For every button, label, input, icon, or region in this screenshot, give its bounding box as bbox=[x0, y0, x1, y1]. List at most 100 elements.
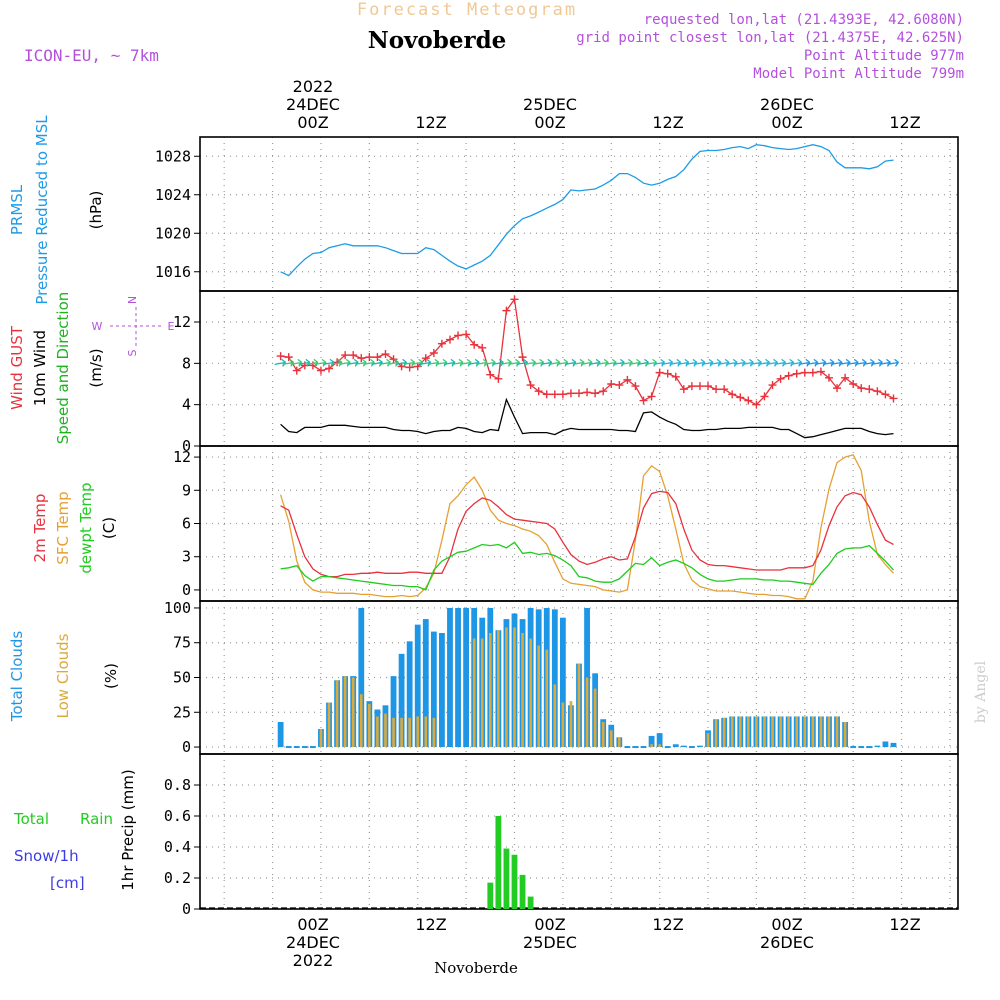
hour-label-top-0: 00Z bbox=[297, 113, 328, 132]
total-cloud-bar bbox=[358, 607, 365, 748]
wind-label: 10m Wind bbox=[31, 330, 49, 406]
total-cloud-bar bbox=[422, 619, 429, 748]
location-title: Novoberde bbox=[368, 27, 507, 54]
total-label: Total bbox=[13, 810, 49, 828]
gust-marker bbox=[389, 355, 398, 364]
gust-marker bbox=[454, 331, 463, 340]
total-cloud-bar bbox=[624, 746, 631, 749]
gust-marker bbox=[841, 373, 850, 382]
gust-marker bbox=[655, 368, 664, 377]
gust-marker bbox=[792, 369, 801, 378]
gust-marker bbox=[615, 381, 624, 390]
wind-compass: N W E S bbox=[92, 296, 175, 357]
gust-marker bbox=[421, 354, 430, 363]
gust-marker bbox=[631, 382, 640, 391]
low-cloud-bar bbox=[755, 716, 758, 748]
credit-watermark: by Angel bbox=[973, 660, 989, 723]
low-cloud-bar bbox=[730, 716, 734, 748]
gust-marker bbox=[768, 381, 777, 390]
hour-label-top-12: 12Z bbox=[415, 113, 446, 132]
hour-label-bottom-0: 00Z bbox=[297, 915, 328, 934]
clouds-ytick-label: 25 bbox=[173, 703, 191, 721]
low-cloud-bar bbox=[779, 716, 782, 748]
pressure-line bbox=[280, 144, 894, 277]
hour-label-bottom-60: 12Z bbox=[889, 915, 920, 934]
low-cloud-bar bbox=[368, 703, 371, 748]
sfc-temp-line bbox=[279, 454, 894, 600]
precipitation-frame bbox=[199, 753, 959, 910]
gust-marker bbox=[712, 385, 721, 394]
low-cloud-bar bbox=[771, 716, 774, 748]
low-cloud-bar bbox=[529, 638, 532, 748]
top-time-axis: 2022 24DEC 25DEC 26DEC 00Z 12Z 00Z 12Z 0… bbox=[286, 77, 921, 132]
rain-bar bbox=[527, 896, 534, 909]
low-cloud-bar bbox=[569, 701, 573, 748]
low-cloud-bar bbox=[827, 716, 831, 748]
pressure-ytick-label: 1028 bbox=[155, 147, 191, 165]
total-cloud-bar bbox=[656, 733, 663, 748]
gust-marker bbox=[623, 375, 632, 384]
total-cloud-bar bbox=[672, 744, 679, 748]
gust-marker bbox=[833, 384, 842, 393]
low-cloud-bar bbox=[835, 716, 839, 748]
total-cloud-bar bbox=[285, 746, 292, 749]
gust-marker bbox=[728, 390, 737, 399]
low-cloud-bar bbox=[577, 663, 581, 748]
total-cloud-bar bbox=[455, 607, 461, 748]
hour-label-bottom-12: 12Z bbox=[415, 915, 446, 934]
gust-marker bbox=[744, 396, 753, 405]
total-cloud-bar bbox=[640, 746, 647, 749]
low-cloud-bar bbox=[319, 728, 323, 748]
gust-marker bbox=[639, 396, 648, 405]
total-cloud-bar bbox=[632, 746, 639, 749]
precip-unit: 1hr Precip (mm) bbox=[119, 769, 137, 890]
low-cloud-bar bbox=[722, 717, 726, 748]
low-cloud-bar bbox=[843, 722, 847, 748]
wind-ytick-label: 12 bbox=[173, 313, 191, 331]
compass-s: S bbox=[126, 349, 139, 356]
gust-marker bbox=[486, 370, 495, 379]
rain-bar bbox=[487, 882, 494, 909]
total-cloud-bar bbox=[398, 653, 405, 748]
compass-w: W bbox=[92, 320, 103, 333]
gust-marker bbox=[671, 372, 680, 381]
temp2m-line bbox=[280, 490, 894, 578]
gust-marker bbox=[341, 351, 350, 360]
faded-title: Forecast Meteogram bbox=[357, 0, 577, 20]
compass-e: E bbox=[168, 320, 175, 333]
wind-ytick-label: 8 bbox=[182, 354, 191, 372]
gust-marker bbox=[558, 390, 567, 399]
gust-marker bbox=[865, 385, 874, 394]
low-cloud-bar bbox=[472, 638, 476, 748]
rain-bar bbox=[495, 816, 502, 909]
date-label-top-25dec: 25DEC bbox=[523, 95, 577, 114]
gust-marker bbox=[510, 295, 519, 304]
total-cloud-bar bbox=[277, 722, 284, 748]
pressure-ytick-label: 1016 bbox=[155, 263, 191, 281]
total-cloud-bar bbox=[866, 746, 873, 749]
model-altitude: Model Point Altitude 799m bbox=[753, 66, 964, 82]
low-cloud-bar bbox=[819, 716, 823, 748]
temperature-ytick-label: 3 bbox=[182, 548, 191, 566]
footer-location: Novoberde bbox=[434, 959, 518, 977]
temperature-panel-labels: 2m Temp SFC Temp dewpt Temp (C) bbox=[31, 482, 118, 573]
bottom-time-axis: 00Z 12Z 00Z 12Z 00Z 12Z 24DEC 25DEC 26DE… bbox=[286, 915, 921, 970]
gust-label: Wind GUST bbox=[8, 325, 26, 410]
total-cloud-bar bbox=[551, 609, 558, 748]
hour-label-bottom-48: 00Z bbox=[771, 915, 802, 934]
gust-marker bbox=[357, 354, 366, 363]
gust-marker bbox=[776, 374, 785, 383]
total-cloud-bar bbox=[680, 745, 687, 748]
clouds-ytick-label: 50 bbox=[173, 669, 191, 687]
clouds-panel: 0 25 50 75 100 bbox=[164, 599, 959, 756]
gust-marker bbox=[478, 343, 487, 352]
precipitation-ytick-label: 0.8 bbox=[164, 776, 191, 794]
wind-ytick-label: 4 bbox=[182, 396, 191, 414]
gust-marker bbox=[316, 366, 325, 375]
gust-marker bbox=[857, 384, 866, 393]
low-clouds-label: Low Clouds bbox=[54, 633, 72, 718]
hour-label-bottom-24: 00Z bbox=[534, 915, 565, 934]
gust-marker bbox=[325, 364, 334, 373]
low-cloud-bar bbox=[432, 717, 436, 748]
total-cloud-bar bbox=[850, 746, 857, 749]
